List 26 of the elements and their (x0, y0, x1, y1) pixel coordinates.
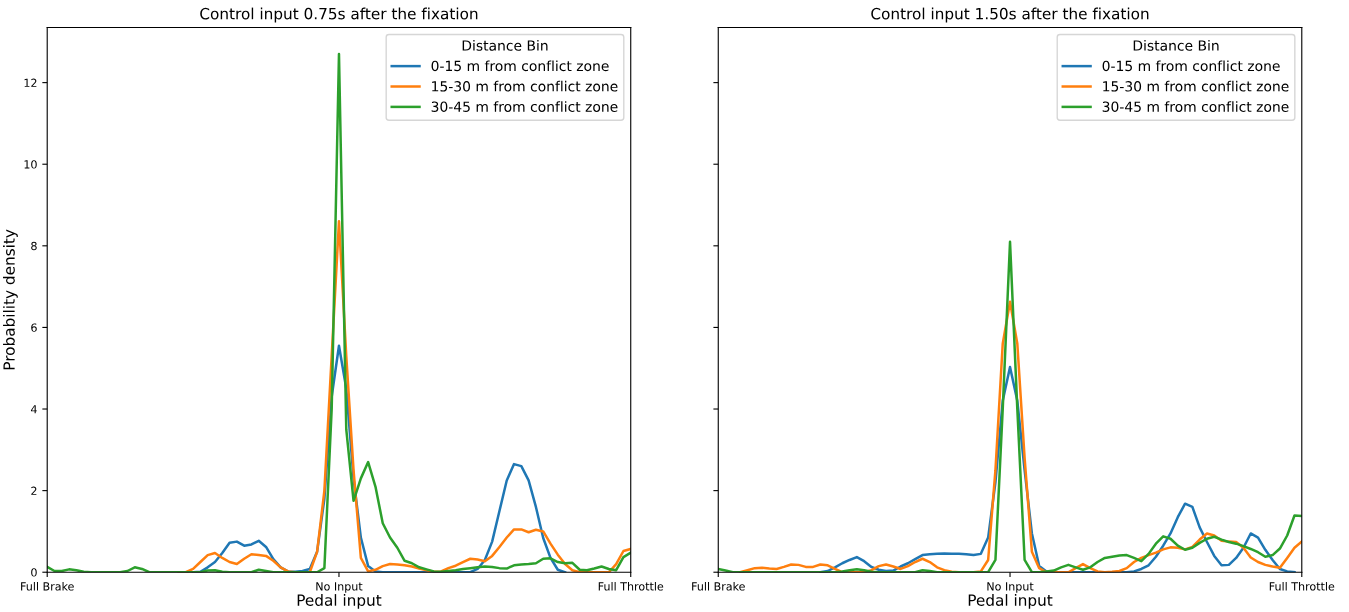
legend-title: Distance Bin (462, 40, 548, 51)
legend-label: 0-15 m from conflict zone (431, 60, 609, 72)
y-tick-label: 2 (31, 486, 37, 495)
chart-title: Control input 0.75s after the fixation (200, 7, 478, 23)
legend-label: 15-30 m from conflict zone (1103, 80, 1289, 92)
x-axis-title: Pedal input (297, 594, 382, 609)
x-tick-label: No Input (987, 582, 1034, 593)
legend-label: 0-15 m from conflict zone (1102, 60, 1280, 72)
legend-label: 15-30 m from conflict zone (432, 80, 618, 92)
y-tick-label: 0 (31, 568, 37, 577)
legend-label: 30-45 m from conflict zone (431, 101, 618, 112)
y-tick-label: 10 (24, 160, 37, 169)
x-axis-title: Pedal input (968, 594, 1053, 609)
chart-title: Control input 1.50s after the fixation (871, 7, 1149, 23)
legend-label: 30-45 m from conflict zone (1102, 101, 1289, 112)
legend-title: Distance Bin (1133, 40, 1219, 51)
x-tick-label: Full Brake (692, 581, 745, 591)
y-tick-label: 8 (31, 241, 37, 251)
y-axis-title: Probability density (3, 229, 18, 370)
x-tick-label: Full Throttle (598, 581, 664, 591)
x-tick-label: Full Throttle (1269, 581, 1335, 591)
y-tick-label: 6 (31, 323, 37, 332)
y-tick-label: 4 (30, 405, 37, 414)
x-tick-label: No Input (316, 582, 363, 593)
x-tick-label: Full Brake (21, 581, 74, 591)
y-tick-label: 12 (24, 78, 37, 87)
